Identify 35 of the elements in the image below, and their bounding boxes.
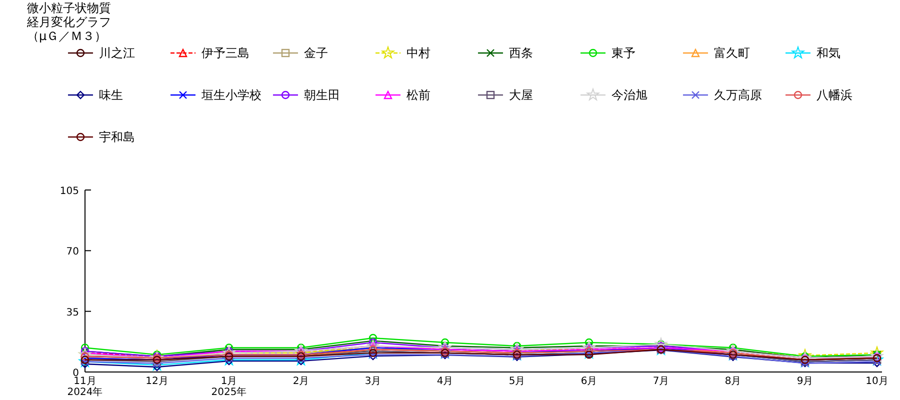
legend-label: 久万高原 (714, 88, 762, 102)
legend-label: 伊予三島 (202, 46, 250, 60)
legend-label: 金子 (304, 46, 328, 60)
legend-label: 松前 (406, 88, 430, 102)
x-tick-label: 4月 (436, 376, 454, 387)
legend-label: 八幡浜 (816, 88, 852, 102)
legend-label: 富久町 (714, 46, 750, 60)
x-tick-label: 3月 (364, 376, 382, 387)
text: （μＧ／Ｍ３） (27, 29, 107, 43)
y-tick-label: 35 (66, 307, 79, 318)
x-tick-label: 5月 (508, 376, 526, 387)
legend-label: 東予 (612, 46, 636, 60)
x-tick-label: 8月 (724, 376, 742, 387)
x-tick-label: 6月 (580, 376, 598, 387)
legend-label: 和気 (816, 46, 840, 60)
legend-label: 宇和島 (99, 130, 135, 144)
legend-label: 味生 (99, 88, 123, 102)
legend-label: 大屋 (509, 88, 533, 102)
legend-label: 川之江 (99, 46, 135, 60)
chart-title: 微小粒子状物質 (27, 1, 111, 15)
x-tick-label: 1月 2025年 (211, 376, 247, 398)
legend-label: 今治旭 (612, 88, 648, 102)
y-tick-label: 105 (60, 186, 79, 197)
legend-label: 中村 (406, 46, 430, 60)
legend-label: 朝生田 (304, 88, 340, 102)
x-tick-label: 12月 (146, 376, 168, 387)
x-tick-label: 10月 (866, 376, 888, 387)
chart-subtitle: 経月変化グラフ (26, 15, 111, 29)
x-tick-label: 7月 (652, 376, 670, 387)
x-tick-label: 9月 (796, 376, 814, 387)
y-tick-label: 70 (66, 246, 79, 258)
x-tick-label: 2月 (292, 376, 310, 387)
legend-label: 西条 (509, 46, 533, 60)
legend-label: 垣生小学校 (200, 88, 262, 102)
x-tick-label: 11月 2024年 (67, 376, 103, 398)
